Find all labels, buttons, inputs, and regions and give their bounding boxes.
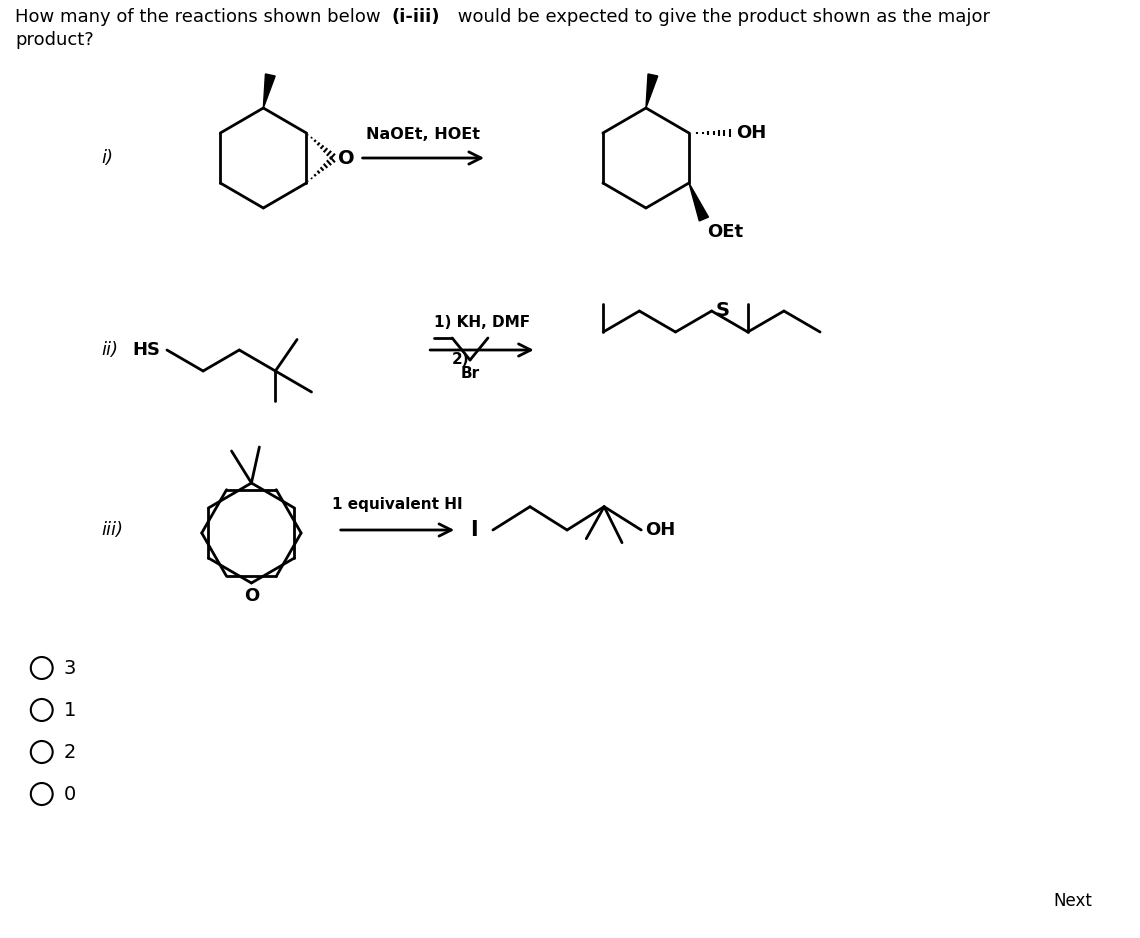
Text: OEt: OEt: [707, 223, 743, 241]
Text: 2: 2: [64, 743, 76, 762]
Text: 1) KH, DMF: 1) KH, DMF: [434, 315, 530, 330]
Text: iii): iii): [101, 521, 123, 539]
Text: 3: 3: [64, 658, 76, 677]
Text: 1: 1: [64, 701, 76, 719]
Text: I: I: [471, 520, 478, 540]
Text: OH: OH: [645, 521, 675, 539]
Text: (i-iii): (i-iii): [391, 8, 440, 26]
Text: HS: HS: [132, 341, 160, 359]
Text: O: O: [244, 587, 259, 605]
Text: would be expected to give the product shown as the major: would be expected to give the product sh…: [453, 8, 991, 26]
Text: product?: product?: [15, 31, 93, 49]
Text: NaOEt, HOEt: NaOEt, HOEt: [366, 127, 480, 142]
Polygon shape: [689, 183, 708, 221]
Text: Br: Br: [461, 366, 480, 381]
Text: 2): 2): [453, 352, 470, 367]
Text: OH: OH: [735, 124, 766, 142]
Text: Next: Next: [1053, 892, 1092, 910]
Polygon shape: [646, 74, 658, 108]
Text: 0: 0: [64, 784, 76, 804]
Polygon shape: [263, 74, 275, 108]
Text: 1 equivalent HI: 1 equivalent HI: [332, 497, 463, 512]
Text: S: S: [716, 301, 730, 321]
Text: How many of the reactions shown below: How many of the reactions shown below: [15, 8, 386, 26]
Text: ii): ii): [101, 341, 119, 359]
Text: i): i): [101, 149, 113, 167]
Text: O: O: [339, 148, 355, 168]
